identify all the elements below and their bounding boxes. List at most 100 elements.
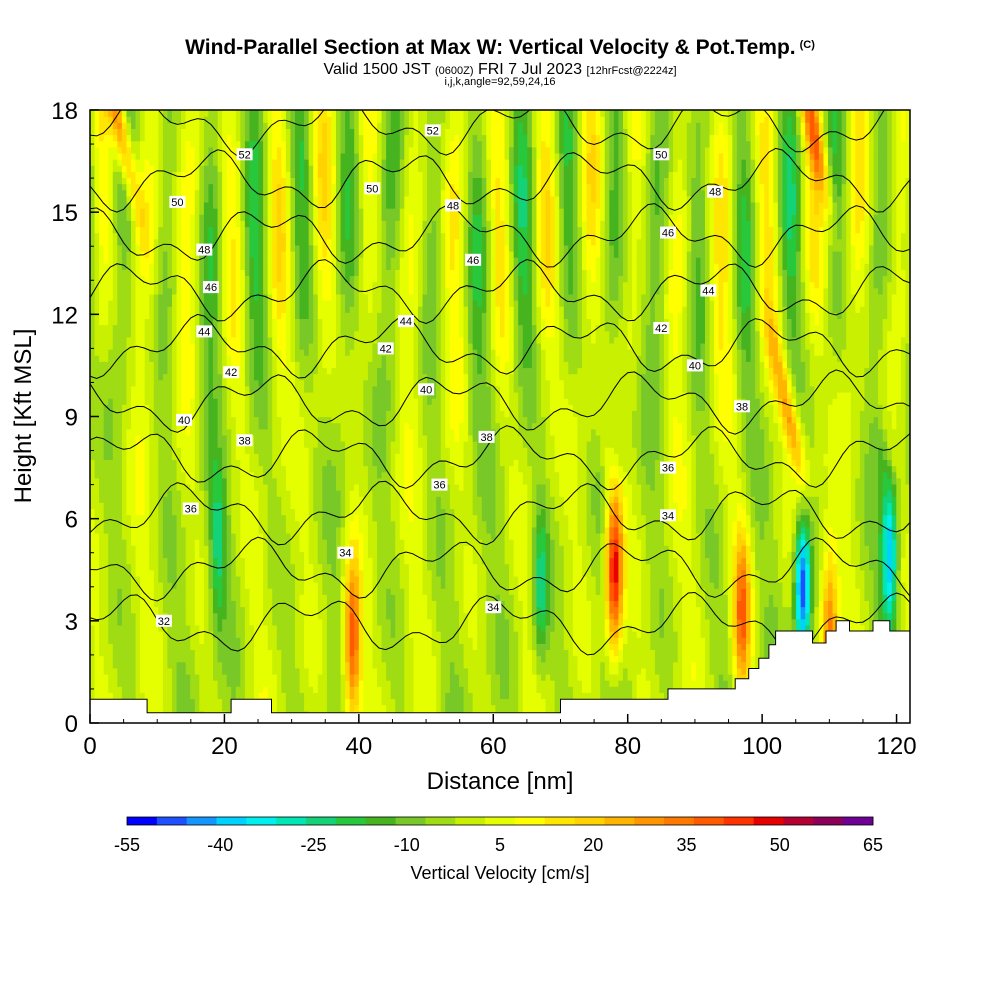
velocity-cell <box>227 214 232 221</box>
velocity-cell <box>222 686 227 693</box>
velocity-cell <box>295 171 300 178</box>
velocity-cell <box>313 276 318 283</box>
velocity-cell <box>99 355 104 362</box>
velocity-cell <box>90 361 95 368</box>
velocity-cell <box>268 147 273 154</box>
velocity-cell <box>208 196 213 203</box>
velocity-cell <box>131 398 136 405</box>
velocity-cell <box>227 496 232 503</box>
velocity-cell <box>259 631 264 638</box>
velocity-cell <box>313 459 318 466</box>
velocity-cell <box>213 343 218 350</box>
velocity-cell <box>218 263 223 270</box>
velocity-cell <box>231 171 236 178</box>
velocity-cell <box>126 337 131 344</box>
velocity-cell <box>272 576 277 583</box>
velocity-cell <box>290 588 295 595</box>
velocity-cell <box>186 190 191 197</box>
velocity-cell <box>277 226 282 233</box>
velocity-cell <box>254 502 259 509</box>
velocity-cell <box>300 208 305 215</box>
velocity-cell <box>99 282 104 289</box>
velocity-cell <box>218 600 223 607</box>
velocity-cell <box>186 692 191 699</box>
velocity-cell <box>281 472 286 479</box>
velocity-cell <box>313 625 318 632</box>
velocity-cell <box>236 294 241 301</box>
velocity-cell <box>268 490 273 497</box>
velocity-cell <box>249 686 254 693</box>
velocity-cell <box>163 527 168 534</box>
velocity-cell <box>249 171 254 178</box>
velocity-cell <box>222 337 227 344</box>
velocity-cell <box>126 331 131 338</box>
velocity-cell <box>172 367 177 374</box>
velocity-cell <box>281 312 286 319</box>
velocity-cell <box>309 564 314 571</box>
velocity-cell <box>122 306 127 313</box>
velocity-cell <box>158 288 163 295</box>
velocity-cell <box>136 374 141 381</box>
velocity-cell <box>218 551 223 558</box>
velocity-cell <box>181 515 186 522</box>
velocity-cell <box>186 135 191 142</box>
velocity-cell <box>154 656 159 663</box>
velocity-cell <box>190 637 195 644</box>
velocity-cell <box>158 202 163 209</box>
velocity-cell <box>131 288 136 295</box>
velocity-cell <box>272 582 277 589</box>
velocity-cell <box>222 398 227 405</box>
velocity-cell <box>304 490 309 497</box>
velocity-cell <box>240 478 245 485</box>
velocity-cell <box>277 643 282 650</box>
velocity-cell <box>181 613 186 620</box>
velocity-cell <box>195 135 200 142</box>
velocity-cell <box>290 453 295 460</box>
velocity-cell <box>167 545 172 552</box>
velocity-cell <box>113 122 118 129</box>
velocity-cell <box>136 649 141 656</box>
velocity-cell <box>281 318 286 325</box>
velocity-cell <box>263 594 268 601</box>
velocity-cell <box>195 110 200 117</box>
velocity-cell <box>295 649 300 656</box>
velocity-cell <box>227 447 232 454</box>
velocity-cell <box>177 251 182 258</box>
velocity-cell <box>254 570 259 577</box>
velocity-cell <box>90 306 95 313</box>
velocity-cell <box>195 386 200 393</box>
velocity-cell <box>272 171 277 178</box>
velocity-cell <box>90 588 95 595</box>
velocity-cell <box>95 349 100 356</box>
velocity-cell <box>177 686 182 693</box>
velocity-cell <box>181 159 186 166</box>
velocity-cell <box>163 508 168 515</box>
velocity-cell <box>181 692 186 699</box>
velocity-cell <box>126 649 131 656</box>
velocity-cell <box>277 337 282 344</box>
velocity-cell <box>199 539 204 546</box>
velocity-cell <box>145 257 150 264</box>
velocity-cell <box>259 257 264 264</box>
velocity-cell <box>195 582 200 589</box>
velocity-cell <box>167 472 172 479</box>
velocity-cell <box>309 325 314 332</box>
velocity-cell <box>117 171 122 178</box>
velocity-cell <box>208 214 213 221</box>
velocity-cell <box>245 551 250 558</box>
velocity-cell <box>249 312 254 319</box>
velocity-cell <box>126 539 131 546</box>
velocity-cell <box>149 165 154 172</box>
velocity-cell <box>259 435 264 442</box>
velocity-cell <box>122 318 127 325</box>
velocity-cell <box>309 355 314 362</box>
velocity-cell <box>99 515 104 522</box>
velocity-cell <box>281 208 286 215</box>
velocity-cell <box>227 459 232 466</box>
velocity-cell <box>309 398 314 405</box>
velocity-cell <box>213 190 218 197</box>
velocity-cell <box>300 374 305 381</box>
velocity-cell <box>186 159 191 166</box>
velocity-cell <box>254 171 259 178</box>
velocity-cell <box>245 466 250 473</box>
